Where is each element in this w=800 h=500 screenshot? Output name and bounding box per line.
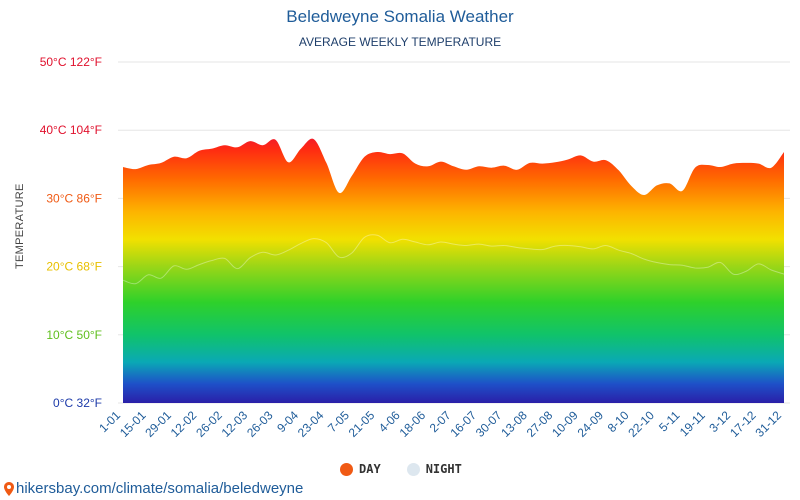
legend-night-label: NIGHT [425, 462, 462, 476]
x-tick-label: 29-01 [142, 408, 174, 440]
y-tick-label: 0°C 32°F [53, 396, 102, 410]
y-tick-labels: 0°C 32°F 10°C 50°F 20°C 68°F 30°C 86°F 40°C … [40, 55, 102, 410]
x-tick-label: 26-02 [193, 408, 225, 440]
legend: DAY NIGHT [340, 462, 462, 476]
footer-text: hikersbay.com/climate/somalia/beledweyne [16, 480, 304, 497]
x-tick-label: 15-01 [117, 408, 149, 440]
x-tick-label: 19-11 [677, 408, 708, 439]
x-tick-label: 17-12 [727, 408, 759, 440]
temperature-chart: 0°C 32°F 10°C 50°F 20°C 68°F 30°C 86°F 40°C … [40, 55, 790, 440]
x-tick-labels: 1-0115-0129-0112-0226-0212-0326-039-0423… [96, 408, 784, 440]
location-pin-icon [4, 481, 14, 496]
legend-day-label: DAY [359, 462, 381, 476]
x-tick-label: 27-08 [524, 408, 556, 440]
x-tick-label: 24-09 [575, 408, 607, 440]
x-tick-label: 12-02 [168, 408, 200, 440]
x-tick-label: 13-08 [498, 408, 530, 440]
night-series-line [122, 234, 785, 285]
chart-subtitle: AVERAGE WEEKLY TEMPERATURE [298, 35, 502, 49]
night-series-area [123, 234, 784, 403]
night-legend-swatch [406, 462, 420, 476]
x-tick-label: 23-04 [295, 408, 327, 440]
y-tick-label: 30°C 86°F [46, 191, 102, 205]
x-tick-label: 26-03 [244, 408, 276, 440]
y-tick-label: 40°C 104°F [40, 123, 102, 137]
x-tick-label: 22-10 [625, 408, 657, 440]
footer-link[interactable]: hikersbay.com/climate/somalia/beledweyne [4, 480, 303, 497]
x-tick-label: 21-05 [346, 408, 378, 440]
legend-item-day[interactable]: DAY [340, 462, 381, 476]
x-tick-label: 12-03 [219, 408, 251, 440]
x-tick-label: 31-12 [753, 408, 785, 440]
y-tick-label: 10°C 50°F [46, 328, 102, 342]
chart-title: Beledweyne Somalia Weather [286, 7, 514, 26]
y-tick-label: 20°C 68°F [46, 260, 102, 274]
day-legend-swatch [340, 462, 353, 476]
x-tick-label: 16-07 [447, 408, 479, 440]
y-tick-label: 50°C 122°F [40, 55, 102, 69]
x-tick-label: 10-09 [549, 408, 581, 440]
legend-item-night[interactable]: NIGHT [406, 462, 462, 476]
x-tick-label: 18-06 [397, 408, 429, 440]
x-tick-label: 30-07 [473, 408, 505, 440]
